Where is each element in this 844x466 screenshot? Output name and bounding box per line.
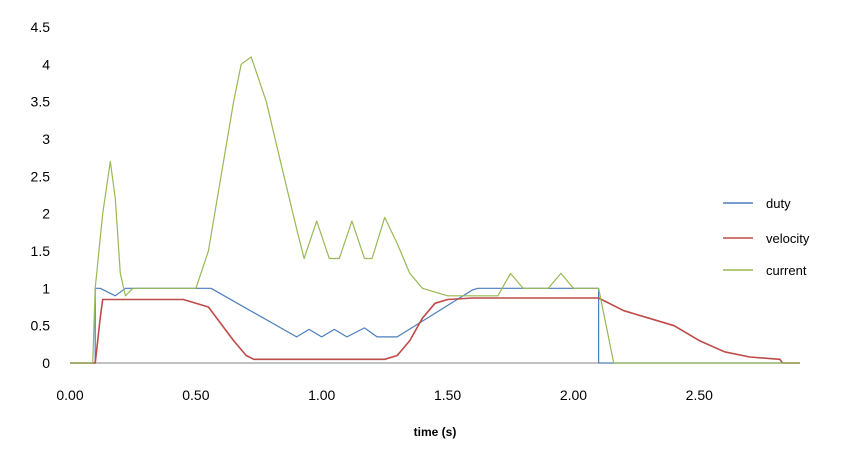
y-tick-label: 4.5 [31,19,51,35]
x-tick-label: 1.00 [308,387,335,403]
y-axis-ticks: 0 0.5 1 1.5 2 2.5 3 3.5 4 4.5 [31,19,51,371]
y-tick-label: 0 [42,355,50,371]
legend-label-current: current [766,263,807,278]
y-tick-label: 2.5 [31,168,51,184]
legend: duty velocity current [723,196,810,278]
series-line-duty [70,287,800,364]
y-tick-label: 2 [42,206,50,222]
y-tick-label: 1.5 [31,243,51,259]
y-tick-label: 0.5 [31,318,51,334]
series-line-current [70,56,800,364]
legend-label-velocity: velocity [766,231,810,246]
x-tick-label: 1.50 [434,387,461,403]
y-tick-label: 3.5 [31,94,51,110]
x-tick-label: 2.50 [686,387,713,403]
series-line-velocity [70,297,800,364]
x-tick-label: 0.50 [182,387,209,403]
x-axis-title: time (s) [414,425,457,439]
y-tick-label: 3 [42,131,50,147]
series-lines [70,56,800,364]
x-tick-label: 2.00 [560,387,587,403]
x-tick-label: 0.00 [56,387,83,403]
x-axis-ticks: 0.00 0.50 1.00 1.50 2.00 2.50 [56,387,713,403]
y-tick-label: 1 [42,280,50,296]
y-tick-label: 4 [42,56,50,72]
legend-label-duty: duty [766,196,791,211]
